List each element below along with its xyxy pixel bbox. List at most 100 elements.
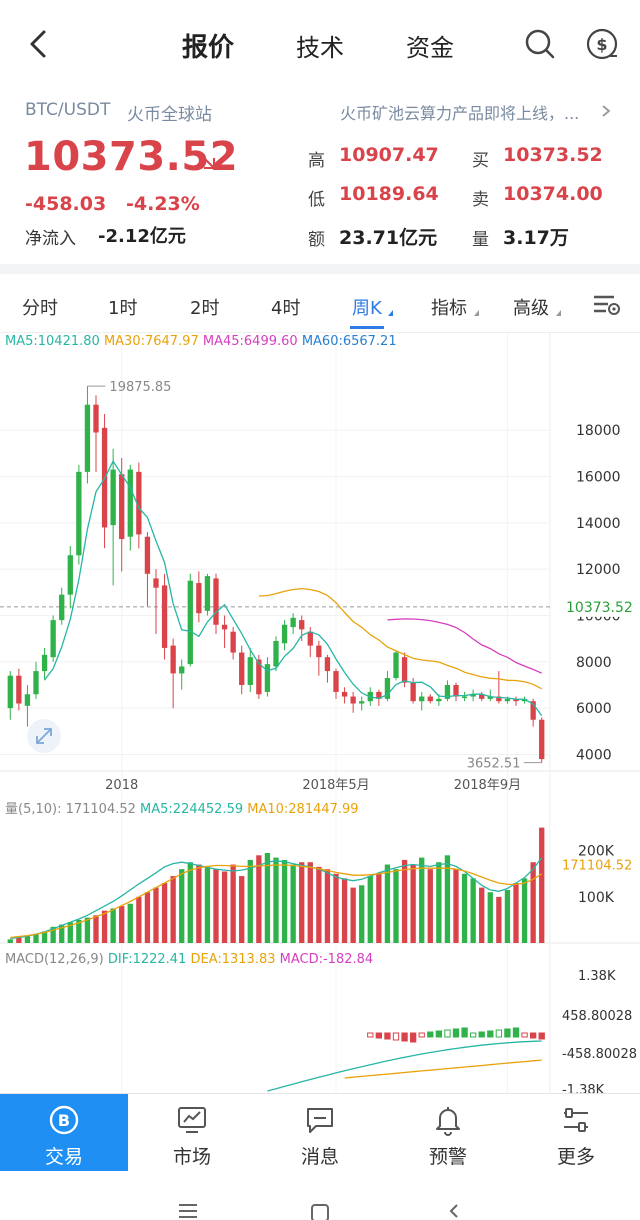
volume-y-tick: 200K <box>578 844 615 860</box>
candle <box>264 664 271 692</box>
macd-dif-legend: DIF:1222.41 <box>107 952 187 967</box>
volume-bar <box>367 876 373 943</box>
buy-value: 10373.52 <box>503 144 603 166</box>
nav-alerts[interactable]: 预警 <box>384 1094 512 1172</box>
macd-bar <box>367 1032 374 1038</box>
message-icon <box>307 1108 333 1133</box>
menu-icon[interactable] <box>177 1203 199 1219</box>
down-arrow-icon <box>200 154 215 169</box>
candle <box>504 698 511 702</box>
nav-trade[interactable]: B 交易 <box>0 1094 128 1172</box>
candle <box>299 620 305 630</box>
period-tab-timeshare[interactable]: 分时 <box>22 298 58 319</box>
candle <box>341 691 348 697</box>
back-nav-icon[interactable] <box>446 1203 462 1219</box>
volume-label: 量 <box>472 230 489 250</box>
y-tick-label: 18000 <box>576 423 621 439</box>
dollar-coin-icon[interactable]: $ <box>584 26 620 62</box>
volume-legend: 量(5,10): 171104.52 MA5:224452.59 MA10:28… <box>5 798 359 817</box>
period-tab-indicators[interactable]: 指标 <box>431 298 467 319</box>
volume-bar <box>187 862 193 943</box>
search-icon[interactable] <box>522 26 558 62</box>
macd-bar <box>495 1029 503 1038</box>
candle <box>119 474 125 540</box>
exchange-name[interactable]: 火币全球站 <box>127 105 212 125</box>
volume-bar <box>161 883 168 943</box>
candle <box>221 624 228 630</box>
candle <box>393 652 399 679</box>
period-tab-week[interactable]: 周K <box>352 298 382 319</box>
macd-bar <box>375 1032 383 1039</box>
bitcoin-icon: B <box>49 1105 79 1135</box>
candle <box>419 696 425 702</box>
nav-messages[interactable]: 消息 <box>256 1094 384 1172</box>
expand-icon[interactable] <box>26 718 62 754</box>
macd-bar <box>478 1031 485 1038</box>
macd-bar <box>487 1030 494 1038</box>
volume-bar <box>521 878 528 943</box>
volume-bar <box>264 853 271 943</box>
period-tab-1h[interactable]: 1时 <box>108 298 138 319</box>
tab-quote[interactable]: 报价 <box>182 33 235 63</box>
home-icon[interactable] <box>310 1203 330 1220</box>
tab-technical[interactable]: 技术 <box>296 34 344 62</box>
back-arrow-icon[interactable] <box>24 26 54 62</box>
volume-bar <box>256 855 262 943</box>
tabs-bottom-border <box>0 332 640 333</box>
volume-bar <box>110 908 116 943</box>
candle <box>110 469 116 526</box>
macd-dea-legend: DEA:1313.83 <box>190 952 276 967</box>
volume-bar <box>393 869 399 943</box>
volume-bar <box>350 887 356 943</box>
chevron-right-icon[interactable] <box>600 104 612 118</box>
volume-ma10-line <box>10 864 543 939</box>
high-value: 10907.47 <box>339 144 439 166</box>
volume-current-tag: 171104.52 <box>562 859 632 874</box>
candle <box>281 624 288 644</box>
volume-bar <box>204 866 211 943</box>
nav-market[interactable]: 市场 <box>128 1094 256 1172</box>
macd-bar <box>418 1032 425 1038</box>
kline-chart[interactable]: 1800016000140001200010000800060004000103… <box>0 333 640 1093</box>
period-tab-advanced[interactable]: 高级 <box>513 298 549 319</box>
notice-banner[interactable]: 火币矿池云算力产品即将上线，... <box>340 104 580 123</box>
macd-legend: MACD(12,26,9) DIF:1222.41 DEA:1313.83 MA… <box>5 952 373 967</box>
period-tab-2h[interactable]: 2时 <box>190 298 220 319</box>
inflow-label: 净流入 <box>25 229 76 249</box>
candle <box>273 640 279 667</box>
top-header: 报价 技术 资金 $ <box>0 0 640 90</box>
volume-bar <box>316 866 322 943</box>
macd-bar <box>409 1032 417 1043</box>
sliders-icon <box>564 1108 588 1132</box>
period-tab-4h[interactable]: 4时 <box>271 298 301 319</box>
volume-bar <box>290 864 296 943</box>
macd-bar <box>529 1032 537 1039</box>
volume-bar <box>239 876 245 943</box>
volume-bar <box>376 873 382 943</box>
candle <box>239 652 245 685</box>
volume-bar <box>67 922 73 943</box>
chart-settings-icon[interactable] <box>592 293 622 317</box>
candle <box>384 678 391 699</box>
candle <box>84 404 91 472</box>
system-nav-bar <box>0 1171 640 1220</box>
nav-more[interactable]: 更多 <box>512 1094 640 1172</box>
candle <box>170 645 176 674</box>
amount-value: 23.71亿元 <box>339 227 438 249</box>
trading-pair[interactable]: BTC/USDT <box>25 100 111 120</box>
candle <box>470 694 476 697</box>
candle <box>179 666 185 674</box>
macd-value-legend: MACD:-182.84 <box>279 952 374 967</box>
volume-bar <box>50 926 56 943</box>
macd-dea-line <box>344 1059 542 1079</box>
volume-ma5-legend: MA5:224452.59 <box>140 802 244 817</box>
tab-funds[interactable]: 资金 <box>406 34 454 62</box>
candle <box>530 701 536 720</box>
candle <box>76 471 82 556</box>
chart-monitor-icon <box>178 1107 206 1133</box>
volume-bar <box>487 892 493 943</box>
volume-value: 3.17万 <box>503 227 569 249</box>
dropdown-triangle-icon <box>388 310 393 316</box>
candle <box>461 696 468 699</box>
bell-icon <box>436 1107 460 1136</box>
